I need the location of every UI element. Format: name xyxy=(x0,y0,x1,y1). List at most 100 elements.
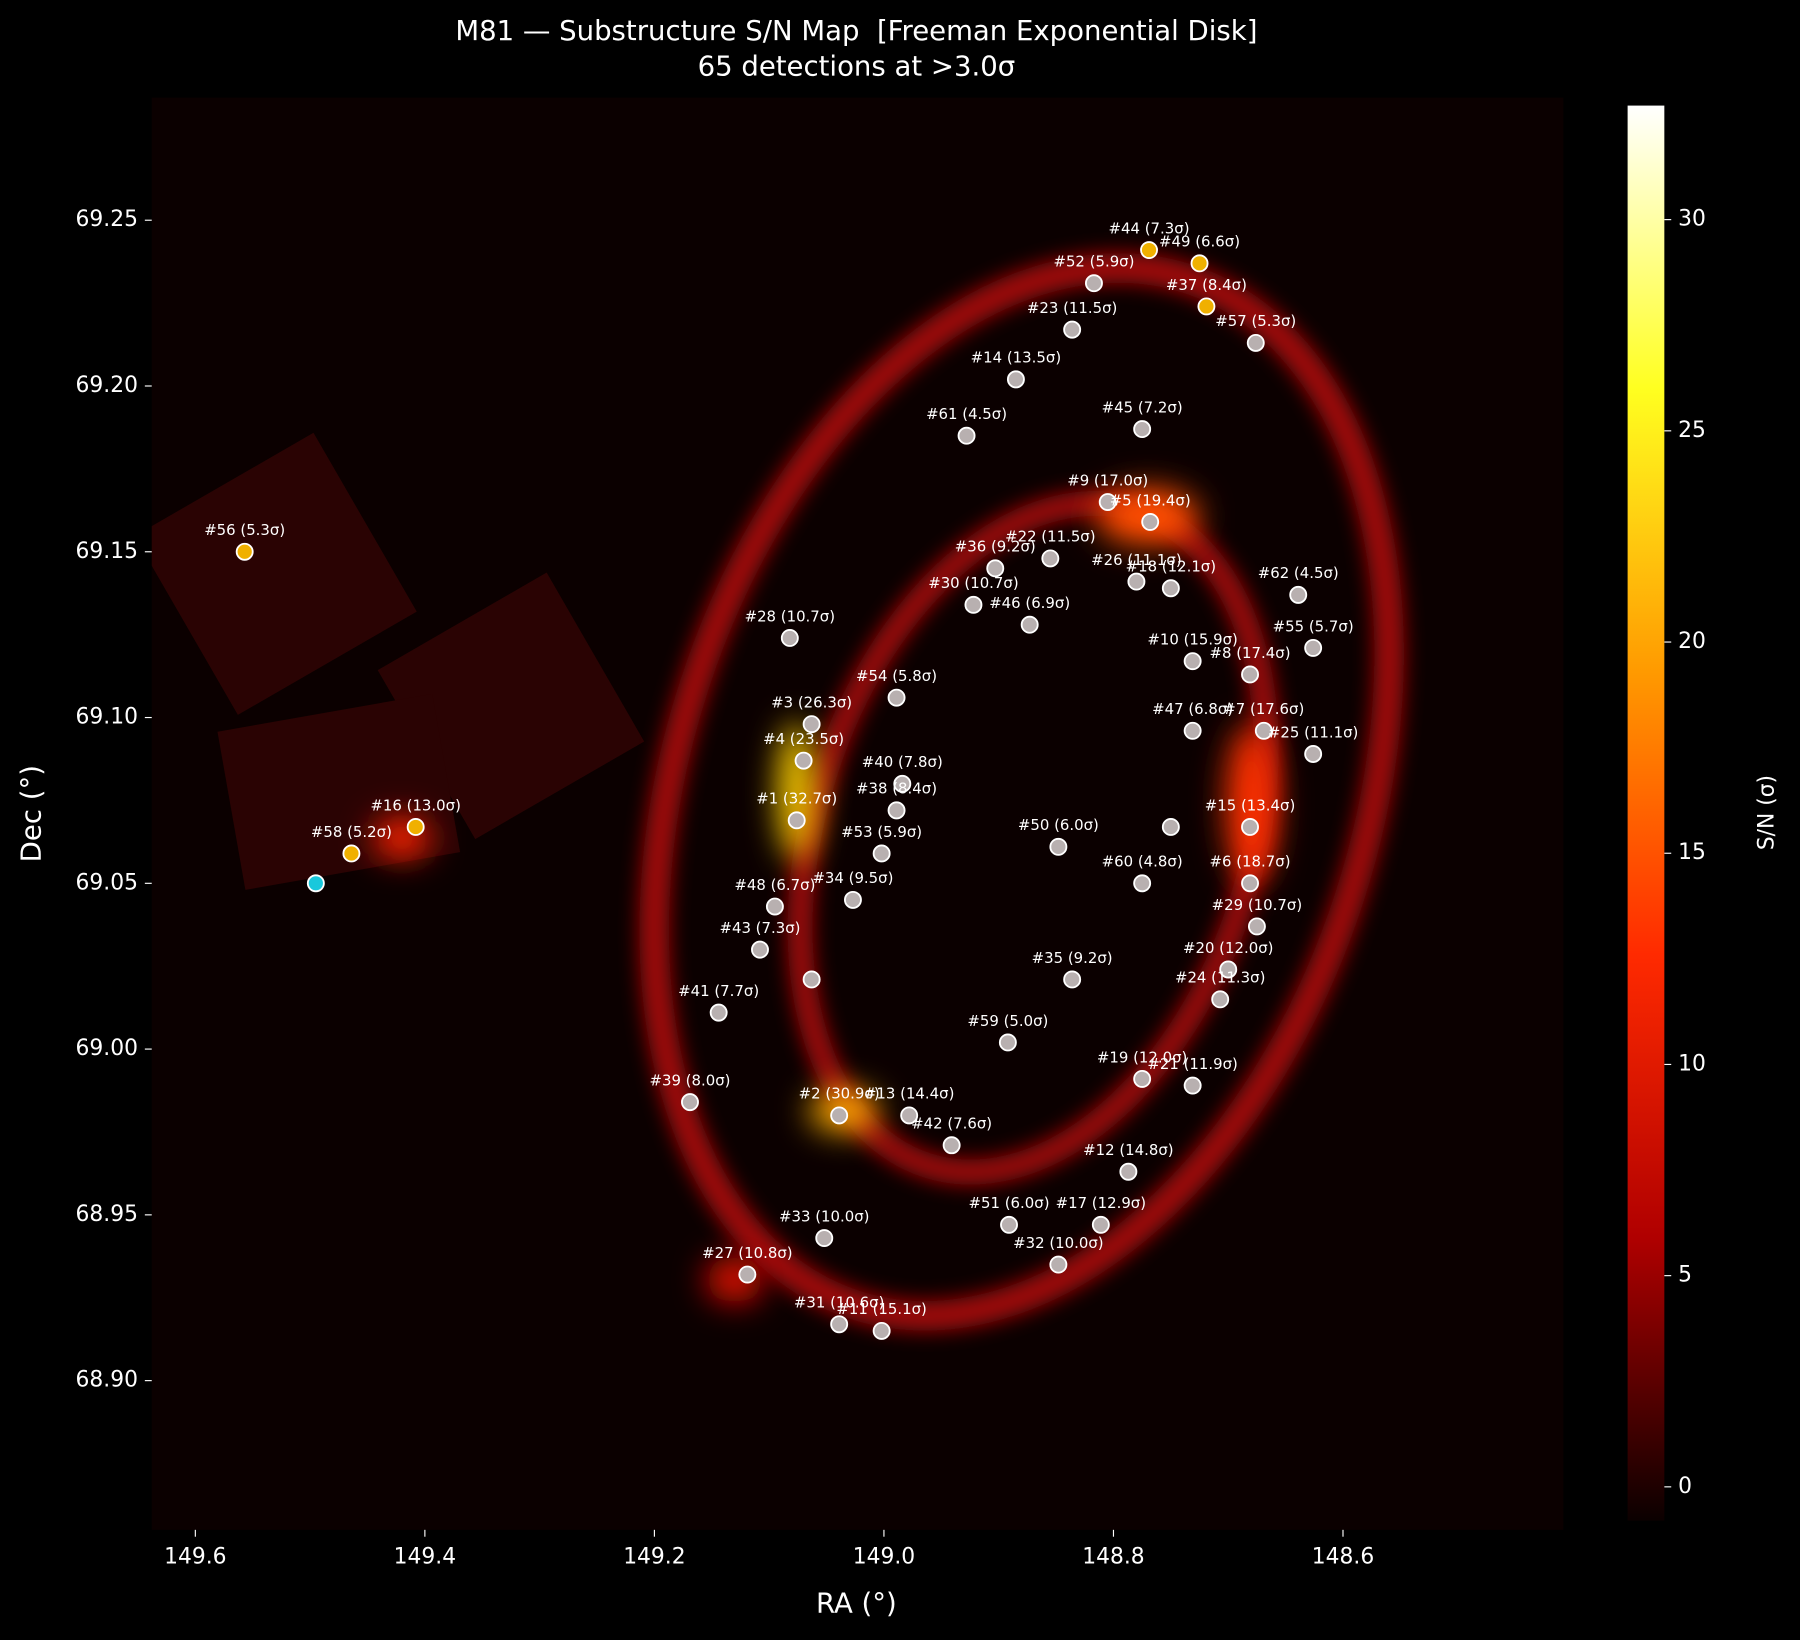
detection-point xyxy=(1133,1069,1152,1088)
detection-point xyxy=(1304,638,1323,657)
detection-point xyxy=(887,688,906,707)
detection-label: #40 (7.8σ) xyxy=(862,753,943,771)
detection-point xyxy=(738,1265,757,1284)
detection-point xyxy=(1140,241,1158,260)
detection-point xyxy=(342,844,361,863)
x-tick-label: 149.4 xyxy=(394,1544,456,1569)
detection-label: #48 (6.7σ) xyxy=(734,876,815,894)
detection-label: #44 (7.3σ) xyxy=(1109,219,1190,237)
detection-point xyxy=(1085,274,1103,293)
y-tick-label: 69.25 xyxy=(76,207,138,232)
detection-label: #4 (23.5σ) xyxy=(763,730,844,748)
detection-label: #7 (17.6σ) xyxy=(1223,700,1304,718)
detection-point xyxy=(1000,1215,1018,1234)
colorbar-tick-label: 20 xyxy=(1678,629,1706,654)
y-tick-label: 68.95 xyxy=(76,1202,138,1227)
detection-point xyxy=(1141,512,1160,531)
y-tick-label: 69.15 xyxy=(76,539,138,564)
detection-point xyxy=(1161,579,1180,598)
detection-point xyxy=(900,1106,919,1125)
detection-label: #41 (7.7σ) xyxy=(678,982,759,1000)
detection-label: #36 (9.2σ) xyxy=(955,538,1036,556)
detection-point xyxy=(1127,572,1146,591)
detection-point xyxy=(306,874,325,893)
detection-point xyxy=(830,1315,849,1334)
detection-label: #30 (10.7σ) xyxy=(928,574,1018,592)
detection-label: #55 (5.7σ) xyxy=(1273,617,1354,635)
detections: #44 (7.3σ)#49 (6.6σ) #52 (5.9σ) #37 (8.4σ)… xyxy=(204,219,1358,1340)
detection-point xyxy=(1119,1162,1138,1181)
detection-label: #21 (11.9σ) xyxy=(1147,1055,1237,1073)
detection-label: #38 (8.4σ) xyxy=(856,780,937,798)
hot-spot xyxy=(1225,723,1277,884)
colorbar xyxy=(1627,105,1665,1521)
detection-point xyxy=(872,844,891,863)
detection-label: #9 (17.0σ) xyxy=(1067,471,1148,489)
detection-label: #3 (26.3σ) xyxy=(771,694,852,712)
detection-label: #35 (9.2σ) xyxy=(1032,949,1113,967)
chart-subtitle: 65 detections at >3.0σ xyxy=(698,51,1016,83)
detection-point xyxy=(709,1003,728,1022)
outer-arm xyxy=(639,253,1404,1331)
detection-label: #26 (11.1σ) xyxy=(1091,551,1181,569)
y-tick-label: 69.05 xyxy=(76,870,138,895)
detection-point xyxy=(815,1229,834,1248)
detection-point xyxy=(830,1106,849,1125)
detection-point xyxy=(1304,745,1323,763)
detection-label: #18 (12.1σ) xyxy=(1126,558,1216,576)
detection-point xyxy=(1183,721,1202,740)
detection-point xyxy=(1063,970,1082,989)
detection-label: #20 (12.0σ) xyxy=(1183,939,1273,957)
detection-point xyxy=(1289,585,1308,604)
detection-point xyxy=(1049,1255,1068,1274)
detection-label: #27 (10.8σ) xyxy=(702,1244,792,1262)
detection-label: #8 (17.4σ) xyxy=(1210,644,1291,662)
y-tick-label: 69.20 xyxy=(76,373,138,398)
colorbar-tick-label: 10 xyxy=(1678,1051,1706,1076)
detection-point xyxy=(1190,254,1209,273)
y-tick-label: 69.00 xyxy=(76,1036,138,1061)
detection-label: #22 (11.5σ) xyxy=(1005,528,1095,546)
detection-label: #33 (10.0σ) xyxy=(779,1207,869,1225)
detection-point xyxy=(1006,370,1025,389)
colorbar-tick-label: 5 xyxy=(1678,1263,1692,1288)
y-axis-label: Dec (°) xyxy=(15,765,47,862)
detection-point xyxy=(887,801,906,820)
detection-label: #31 (10.6σ) xyxy=(794,1294,884,1312)
detection-point xyxy=(1133,420,1152,439)
detection-label: #59 (5.0σ) xyxy=(967,1012,1048,1030)
detection-label: #42 (7.6σ) xyxy=(911,1115,992,1133)
detection-point xyxy=(1197,297,1216,316)
detection-label: #17 (12.9σ) xyxy=(1056,1194,1146,1212)
detection-label: #12 (14.8σ) xyxy=(1083,1141,1173,1159)
x-tick-label: 149.0 xyxy=(853,1544,915,1569)
detection-point xyxy=(964,595,983,614)
hot-spot xyxy=(706,1256,764,1303)
detection-point xyxy=(1241,665,1259,684)
detection-label: #6 (18.7σ) xyxy=(1210,853,1291,871)
detection-point xyxy=(942,1136,961,1155)
detection-point xyxy=(802,970,821,989)
detection-label: #28 (10.7σ) xyxy=(745,607,835,625)
detection-label: #29 (10.7σ) xyxy=(1212,896,1302,914)
detection-label: #61 (4.5σ) xyxy=(926,405,1007,423)
detection-label: #2 (30.9σ) xyxy=(799,1085,880,1103)
detection-point xyxy=(1183,1076,1202,1095)
detection-point xyxy=(1246,333,1265,352)
detection-label: #37 (8.4σ) xyxy=(1166,276,1247,294)
detection-point xyxy=(765,897,784,916)
detection-point xyxy=(406,817,425,836)
colorbar-label: S/N (σ) xyxy=(1755,775,1780,850)
detection-point xyxy=(1254,721,1273,740)
detection-point xyxy=(235,542,254,561)
detection-label: #43 (7.3σ) xyxy=(719,919,800,937)
y-tick-label: 68.90 xyxy=(76,1368,138,1393)
detection-label: #14 (13.5σ) xyxy=(971,349,1061,367)
detection-label: #47 (6.8σ) xyxy=(1152,700,1233,718)
colorbar-tick-label: 30 xyxy=(1678,207,1706,232)
x-tick-label: 148.6 xyxy=(1312,1544,1374,1569)
detection-label: #5 (19.4σ) xyxy=(1110,491,1191,509)
detection-point xyxy=(893,774,912,793)
